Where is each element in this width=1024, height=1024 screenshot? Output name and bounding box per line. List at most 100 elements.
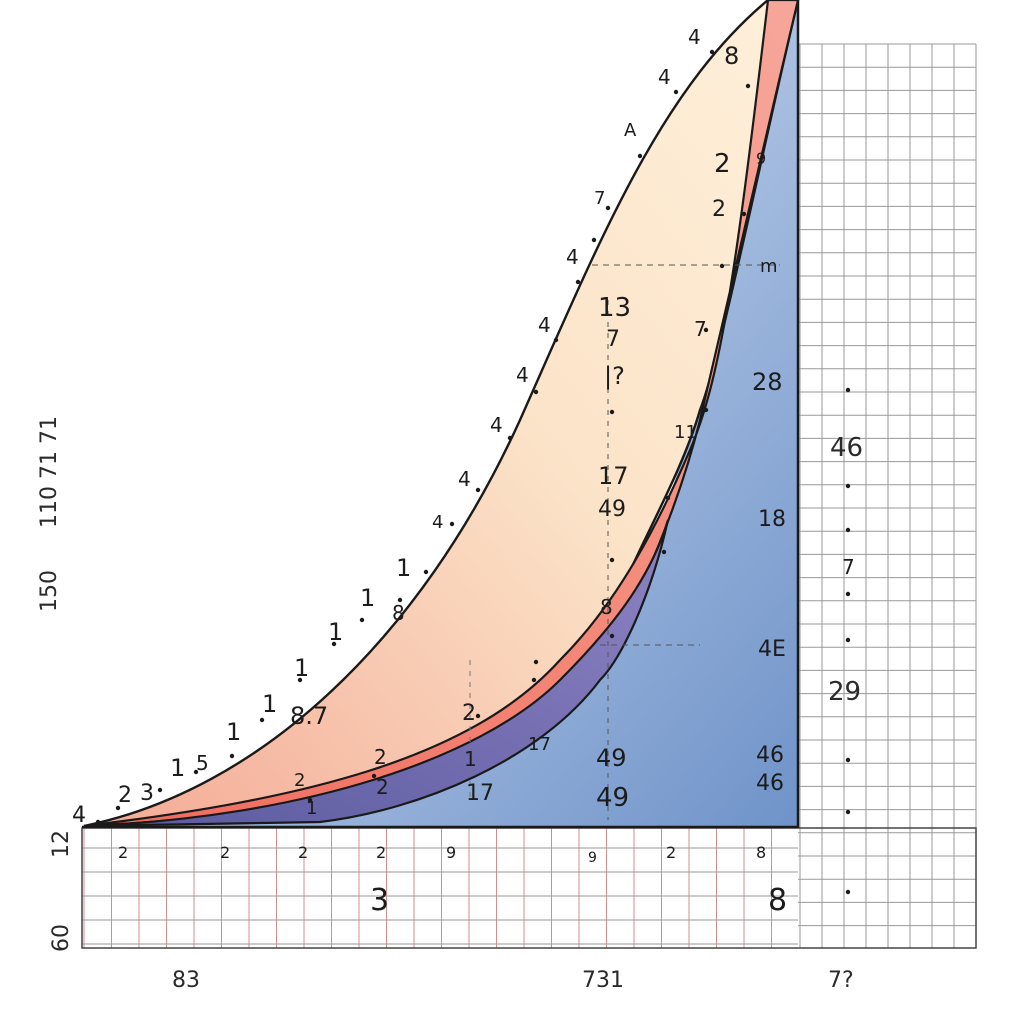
annotation-mark: 2: [712, 197, 726, 222]
data-point: [609, 633, 615, 639]
annotation-mark: 2: [376, 775, 389, 799]
data-point: [553, 337, 559, 343]
data-point: [703, 327, 709, 333]
annotation-mark: 1: [294, 654, 309, 682]
annotation-mark: 4: [458, 467, 471, 491]
data-point: [845, 809, 851, 815]
data-point: [259, 717, 265, 723]
annotation-mark: 11: [674, 422, 697, 443]
annotation-mark: 17: [598, 462, 629, 490]
annotation-mark: 8: [724, 42, 739, 70]
annotation-mark: 8: [756, 843, 766, 862]
data-point: [609, 557, 615, 563]
data-point: [845, 591, 851, 597]
bottom-grid: [81, 827, 977, 949]
data-point: [531, 677, 537, 683]
annotation-mark: 49: [596, 744, 627, 772]
y-tick-label: 60: [49, 924, 74, 952]
annotation-mark: 4: [72, 803, 86, 828]
annotation-mark: 4: [538, 313, 551, 337]
annotation-mark: 7: [694, 317, 707, 341]
annotation-mark: 4E: [758, 637, 786, 662]
data-point: [475, 487, 481, 493]
annotation-mark: 7: [842, 555, 855, 579]
annotation-mark: 7: [606, 327, 620, 352]
annotation-mark: |?: [604, 362, 625, 390]
background-area: [84, 0, 798, 827]
data-point: [845, 757, 851, 763]
annotation-mark: 1: [464, 747, 477, 771]
annotation-mark: 2: [118, 783, 132, 808]
annotation-mark: 2: [714, 149, 731, 179]
data-point: [845, 483, 851, 489]
annotation-mark: 2: [220, 843, 230, 862]
annotation-mark: 8: [392, 601, 405, 625]
x-tick-label: 83: [172, 968, 200, 993]
right-panel-label: 29: [828, 677, 861, 707]
annotation-mark: 2: [294, 770, 305, 791]
annotation-mark: 2: [374, 745, 387, 769]
annotation-mark: 5: [196, 751, 209, 775]
annotation-mark: 9: [588, 850, 597, 866]
series-inner-area: [83, 519, 670, 828]
annotation-mark: 2: [298, 843, 308, 862]
x-tick-label: 731: [582, 968, 624, 993]
annotation-mark: 13: [598, 293, 631, 323]
data-point: [533, 659, 539, 665]
annotation-mark: 28: [752, 368, 783, 396]
annotation-mark: 7: [594, 188, 605, 209]
annotation-mark: 9: [446, 843, 456, 862]
annotation-mark: 46: [756, 771, 784, 796]
y-tick-label: 150: [37, 570, 62, 612]
data-point: [609, 409, 615, 415]
data-point: [229, 753, 235, 759]
data-point: [575, 279, 581, 285]
annotation-mark: 49: [596, 783, 629, 813]
data-point: [845, 387, 851, 393]
annotation-mark: 3: [140, 781, 154, 806]
y-tick-label: 12: [49, 830, 74, 858]
annotation-mark: 2: [118, 843, 128, 862]
annotation-mark: 1: [226, 718, 241, 746]
data-point: [307, 797, 313, 803]
annotation-mark: 4: [516, 363, 529, 387]
right-grid: [798, 43, 977, 948]
data-point: [741, 211, 747, 217]
annotation-mark: 17: [466, 781, 494, 806]
data-point: [475, 713, 481, 719]
annotation-mark: 2: [462, 701, 476, 726]
annotation-mark: 1: [262, 690, 277, 718]
y-tick-label: 110 71 71: [37, 416, 62, 528]
data-point: [449, 521, 455, 527]
annotation-mark: 46: [756, 743, 784, 768]
annotation-mark: m: [760, 256, 778, 277]
x-tick-label: 7?: [828, 968, 854, 993]
annotation-mark: 8.7: [290, 702, 328, 730]
data-point: [591, 237, 597, 243]
data-point: [719, 263, 725, 269]
data-point: [193, 769, 199, 775]
annotation-mark: 4: [658, 65, 671, 89]
data-point: [397, 597, 403, 603]
annotation-mark: 18: [758, 507, 786, 532]
data-point: [637, 153, 643, 159]
annotation-mark: 1: [328, 618, 343, 646]
data-point: [703, 407, 709, 413]
annotation-mark: 49: [598, 497, 626, 522]
annotation-mark: 1: [306, 798, 317, 819]
data-point: [661, 549, 667, 555]
right-panel-label: 46: [830, 433, 863, 463]
data-point: [845, 889, 851, 895]
annotation-mark: 4: [566, 245, 579, 269]
annotation-mark: 1: [170, 754, 185, 782]
annotation-mark: 3: [370, 883, 389, 918]
annotation-mark: 9: [756, 149, 766, 168]
data-point: [845, 637, 851, 643]
data-point: [845, 527, 851, 533]
data-point: [115, 805, 121, 811]
annotation-mark: 8: [600, 595, 613, 619]
grid-frame: [81, 827, 977, 949]
data-point: [665, 495, 671, 501]
